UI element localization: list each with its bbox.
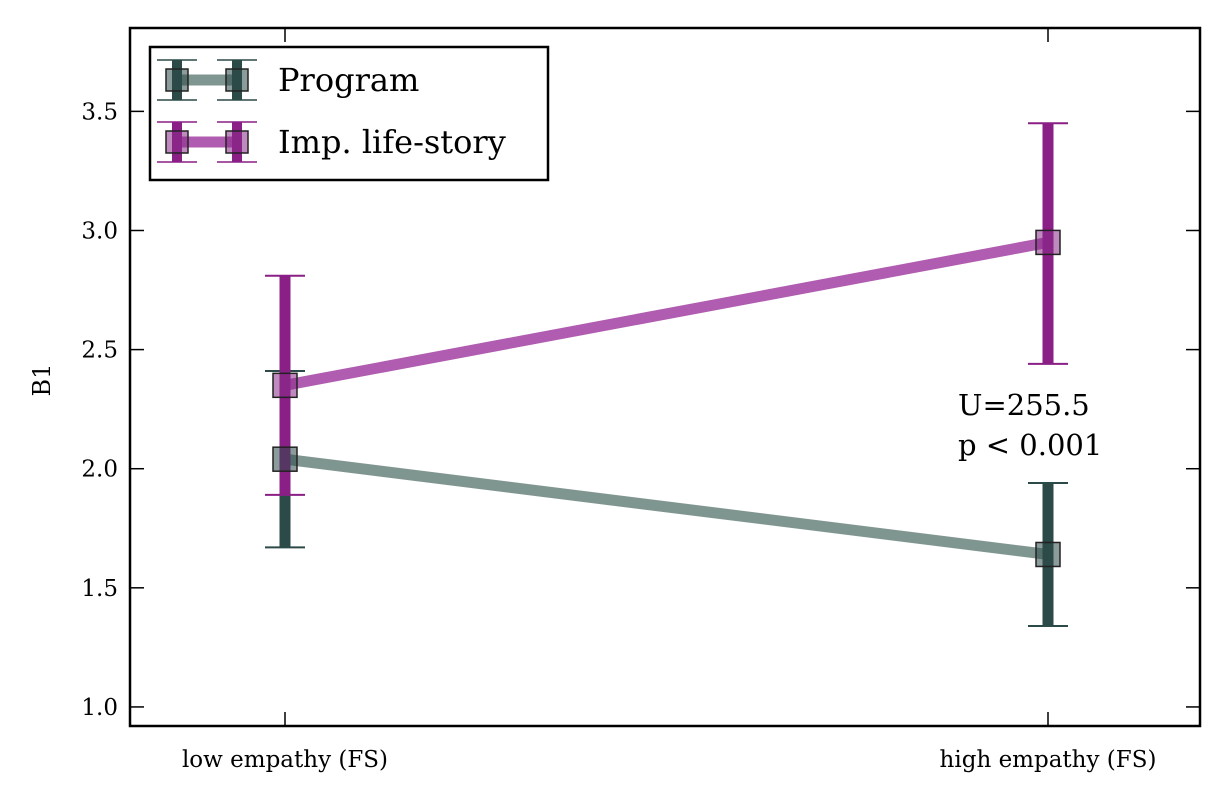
y-tick-label: 3.0	[81, 218, 118, 244]
annotation-text: p < 0.001	[958, 428, 1102, 462]
y-tick-label: 3.5	[81, 99, 118, 125]
series-layer	[265, 122, 1068, 627]
legend-label: Program	[278, 61, 419, 99]
legend-box	[148, 45, 550, 182]
ticks-layer: 1.0 1.5 2.0 2.5 3.0 3.5 low empathy (FS) high e…	[81, 28, 1200, 773]
data-point	[1035, 541, 1061, 568]
y-tick-label: 2.0	[81, 457, 118, 483]
y-tick-label: 1.0	[81, 695, 118, 721]
annotation-text: U=255.5	[958, 388, 1090, 422]
legend-entry: Program	[157, 59, 419, 101]
plot-frame	[128, 26, 1202, 728]
y-tick-label: 2.5	[81, 338, 118, 364]
annotations: U=255.5 p < 0.001	[958, 388, 1102, 462]
legend-marker	[225, 68, 249, 92]
legend-entry: Imp. life-story	[157, 121, 506, 163]
series-line	[283, 236, 1050, 391]
data-point	[1035, 229, 1061, 256]
series-line	[284, 453, 1049, 560]
x-tick-label: low empathy (FS)	[182, 747, 388, 773]
legend-label: Imp. life-story	[278, 123, 506, 161]
data-point	[272, 372, 298, 399]
legend: Program Imp. life-story	[148, 45, 550, 182]
data-point	[272, 446, 298, 472]
x-tick-label: high empathy (FS)	[940, 747, 1157, 773]
y-axis-title: B1	[28, 364, 56, 397]
y-tick-label: 1.5	[81, 576, 118, 602]
legend-marker	[225, 130, 249, 154]
legend-marker	[165, 130, 189, 154]
plot-area: 1.0 1.5 2.0 2.5 3.0 3.5 low empathy (FS) high e…	[81, 26, 1202, 773]
legend-marker	[165, 68, 189, 92]
